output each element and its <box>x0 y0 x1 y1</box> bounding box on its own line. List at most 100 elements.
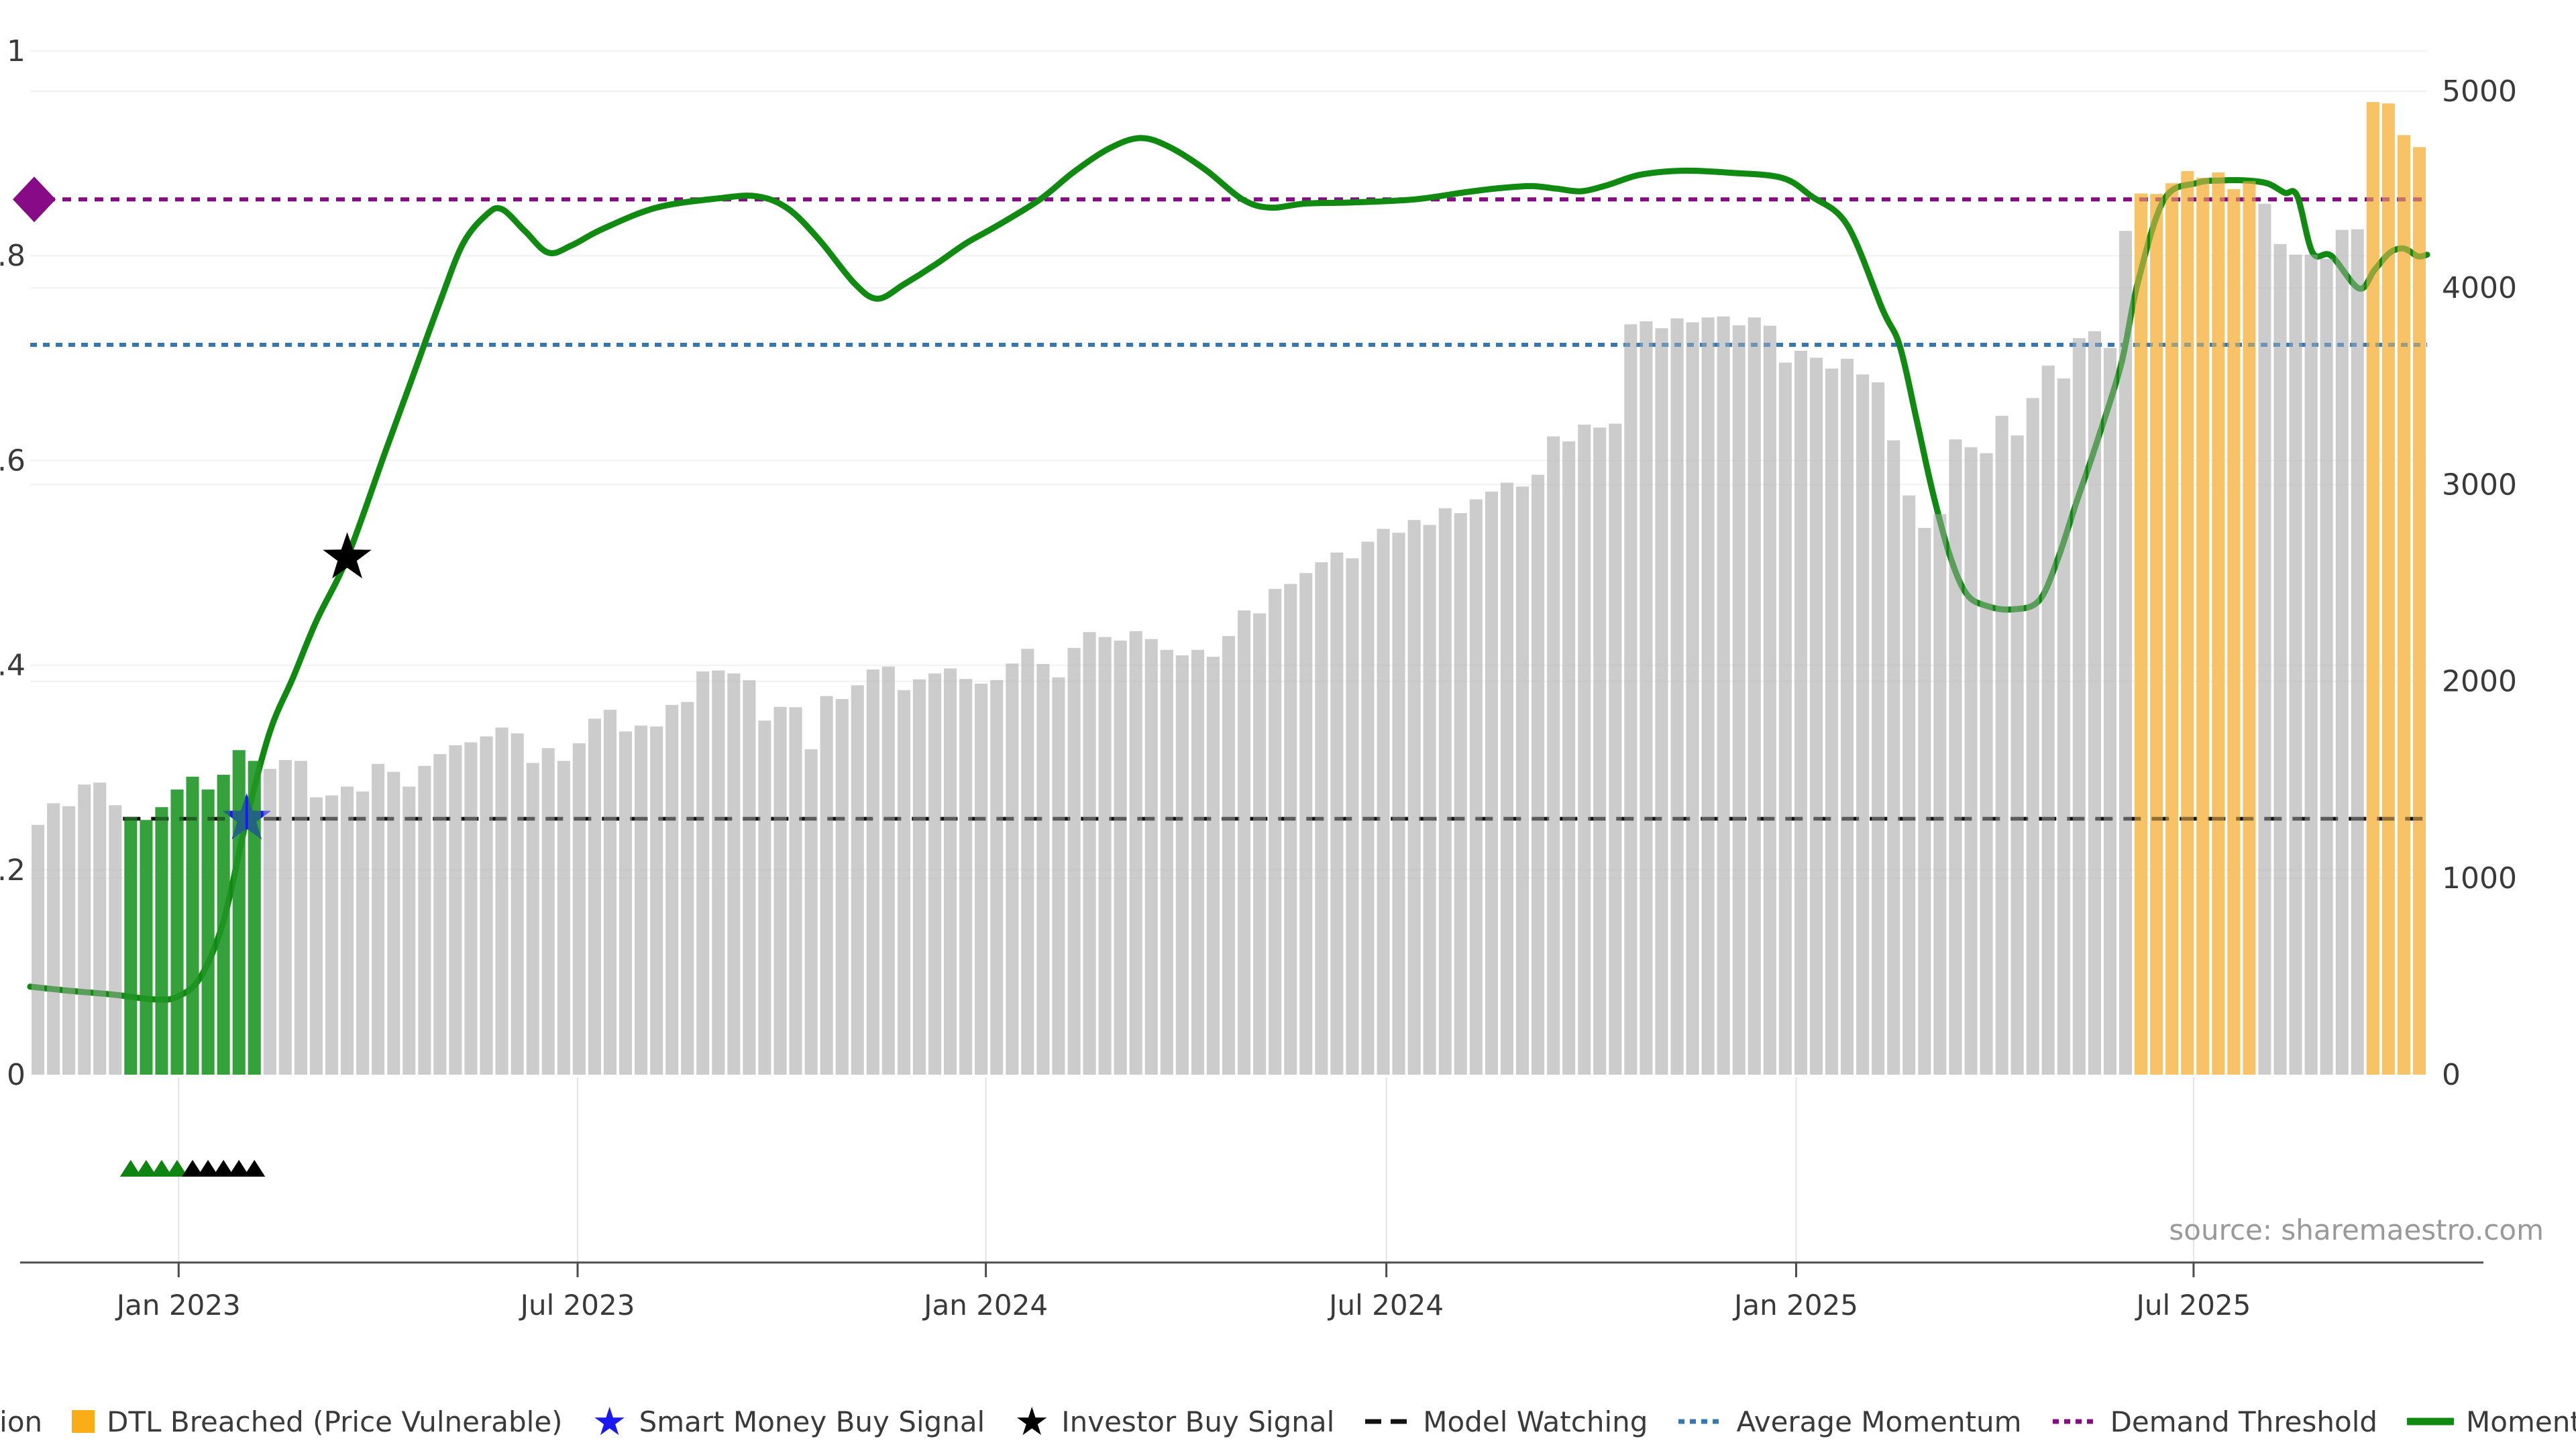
close-price-bar <box>418 765 431 1075</box>
close-price-bar <box>93 782 107 1075</box>
close-price-bar <box>1841 358 1854 1075</box>
legend-item-investor-buy-signal[interactable]: ★ Investor Buy Signal <box>1014 1399 1335 1444</box>
accumulation-triangle-green <box>166 1160 188 1177</box>
dtl-breached-bar <box>2135 193 2148 1075</box>
close-price-bar <box>881 666 895 1075</box>
close-price-bar <box>1438 508 1452 1075</box>
legend-item-average-momentum[interactable]: Average Momentum <box>1677 1405 2022 1438</box>
close-price-bar <box>109 805 122 1075</box>
x-axis-tick-label: Jul 2024 <box>1327 1289 1444 1322</box>
close-price-bar <box>835 699 849 1075</box>
close-price-bar <box>1933 514 1947 1075</box>
close-price-bar <box>1701 317 1715 1075</box>
close-price-bar <box>1516 486 1529 1075</box>
close-price-bar <box>572 743 586 1075</box>
close-price-bar <box>928 673 942 1075</box>
close-price-bar <box>2041 366 2055 1075</box>
close-price-bar <box>402 786 416 1075</box>
close-price-bar <box>2103 347 2116 1075</box>
close-price-bar <box>2088 331 2101 1075</box>
legend-item-smart-money-buy-signal[interactable]: ★ Smart Money Buy Signal <box>592 1399 985 1444</box>
legend-label: DTL Breached (Price Vulnerable) <box>107 1405 563 1438</box>
close-price-bar <box>2273 244 2287 1075</box>
close-price-bar <box>2258 203 2271 1075</box>
close-price-bar <box>1593 427 1607 1075</box>
close-price-bar <box>511 733 524 1075</box>
close-price-bar <box>1392 533 1405 1075</box>
close-price-bar <box>1640 321 1653 1075</box>
close-price-bar <box>1809 358 1823 1075</box>
legend-item-model-watching[interactable]: Model Watching <box>1364 1405 1648 1438</box>
close-price-bar <box>1361 541 1375 1075</box>
legend-item-demand-threshold[interactable]: Demand Threshold <box>2051 1405 2377 1438</box>
legend-item-accumulation[interactable]: Accumulation <box>0 1405 42 1438</box>
close-price-bar <box>1578 425 1591 1075</box>
close-price-bar <box>1407 520 1421 1075</box>
dash-icon <box>1365 1419 1410 1424</box>
close-price-bar <box>1964 447 1978 1075</box>
close-price-bar <box>1732 325 1746 1075</box>
close-price-bar <box>1856 374 1870 1075</box>
close-price-bar <box>356 791 370 1075</box>
close-price-bar <box>1655 328 1668 1075</box>
dtl-breached-bar <box>2381 103 2395 1075</box>
close-price-bar <box>1794 351 1807 1075</box>
investor-buy-star-overlay <box>323 532 372 579</box>
close-price-bar <box>990 680 1004 1075</box>
close-price-bar <box>804 749 818 1075</box>
close-price-bar <box>1052 677 1065 1075</box>
dtl-breached-bar <box>2150 194 2163 1075</box>
dtl-breached-bar <box>2212 172 2225 1075</box>
dtl-breached-bar <box>2165 183 2179 1075</box>
close-price-bar <box>1021 649 1034 1075</box>
close-price-bar <box>1206 656 1220 1075</box>
legend-item-dtl-breached-price-vulnerable[interactable]: DTL Breached (Price Vulnerable) <box>72 1405 563 1438</box>
legend-label: Smart Money Buy Signal <box>639 1405 985 1438</box>
star-icon: ★ <box>1014 1399 1050 1444</box>
close-price-bar <box>1532 474 1545 1075</box>
legend-label: Investor Buy Signal <box>1061 1405 1335 1438</box>
close-price-bar <box>1763 325 1776 1075</box>
x-axis-tick-label: Jul 2025 <box>2134 1289 2251 1322</box>
close-price-bar <box>619 731 633 1075</box>
close-price-bar <box>588 718 601 1075</box>
close-price-bar <box>665 704 679 1075</box>
momentum-signal-line-overlay <box>27 135 2430 1003</box>
close-price-bar <box>1175 655 1189 1075</box>
close-price-bar <box>1160 649 1173 1075</box>
accumulation-bar <box>170 789 184 1075</box>
close-price-bar <box>897 690 910 1075</box>
close-price-bar <box>1454 513 1467 1075</box>
close-price-bar <box>480 736 493 1075</box>
close-price-bar <box>2057 378 2070 1075</box>
dtl-breached-bar <box>2366 102 2379 1075</box>
left-axis-tick-label: 0.2 <box>0 853 25 888</box>
star-icon: ★ <box>592 1399 627 1444</box>
source-note: source: sharemaestro.com <box>2169 1214 2544 1246</box>
accumulation-bar <box>248 761 261 1075</box>
close-price-bar <box>309 797 323 1075</box>
accumulation-bar <box>232 750 246 1075</box>
dtl-breached-bar <box>2412 147 2426 1075</box>
close-price-bar <box>1500 482 1513 1075</box>
close-price-bar <box>1269 588 1282 1075</box>
legend-item-momentum-signal[interactable]: Momentum Signal <box>2407 1405 2576 1438</box>
left-axis-tick-label: 0.8 <box>0 239 25 273</box>
close-price-bar <box>1253 613 1267 1075</box>
accumulation-bar <box>186 776 199 1075</box>
right-axis-tick-label: 4000 <box>2442 271 2517 305</box>
close-price-bar <box>2351 229 2364 1075</box>
close-price-bar <box>1717 316 1730 1075</box>
dtl-breached-bar <box>2397 135 2410 1075</box>
legend-label: Demand Threshold <box>2110 1405 2378 1438</box>
x-axis-tick-label: Jul 2023 <box>519 1289 635 1322</box>
right-axis-tick-label: 5000 <box>2442 74 2517 109</box>
left-axis-tick-label: 1 <box>7 34 25 68</box>
close-price-bar <box>1330 552 1344 1075</box>
close-price-bar <box>32 824 45 1075</box>
close-price-bar <box>1918 527 1931 1075</box>
close-price-bar <box>1315 562 1328 1075</box>
close-price-bar <box>2010 435 2024 1075</box>
momentum-chart-canvas: Jan 2023 Jul 2023 Jan 2024 Jul 2024 Jan 2025… <box>0 34 2544 1322</box>
